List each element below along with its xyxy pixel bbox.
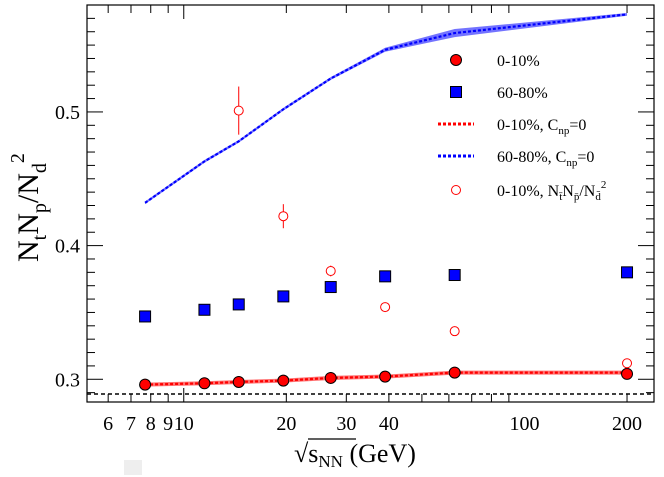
legend-label-0-10-cnp-a: 0-10%, C bbox=[497, 117, 558, 134]
legend-label-anti-a: 0-10%, N bbox=[497, 183, 560, 200]
y-tick-label: 0.5 bbox=[55, 102, 80, 124]
legend-label-anti-slash: /N bbox=[579, 183, 595, 200]
x-axis-unit: (GeV) bbox=[343, 439, 416, 468]
y-s3: d bbox=[29, 163, 51, 173]
x-axis-sub: NN bbox=[318, 452, 343, 471]
point-60-80 bbox=[277, 290, 290, 303]
point-antinuclei bbox=[278, 211, 289, 222]
point-antinuclei bbox=[449, 326, 460, 337]
point-antinuclei bbox=[622, 358, 633, 369]
legend-marker-antinuclei bbox=[451, 185, 461, 195]
point-60-80 bbox=[448, 269, 461, 282]
point-0-10 bbox=[448, 366, 461, 379]
y-slash: /N bbox=[12, 173, 45, 203]
point-0-10 bbox=[232, 375, 245, 388]
legend-label-0-10-cnp-sub: np bbox=[558, 125, 570, 137]
legend-label-anti-n2: N bbox=[562, 183, 574, 200]
y-tick-labels: 0.3 0.4 0.5 bbox=[55, 102, 80, 391]
y-n2: N bbox=[12, 213, 45, 235]
x-axis-main: s bbox=[308, 439, 318, 468]
legend-label-anti-s2: p̄ bbox=[574, 191, 580, 203]
y-axis-title: NtNp/Nd2 bbox=[7, 153, 51, 262]
band-line bbox=[144, 13, 628, 204]
y-sup: 2 bbox=[7, 153, 29, 163]
x-axis-title: √sNN (GeV) bbox=[294, 438, 416, 471]
point-0-10 bbox=[139, 378, 152, 391]
point-0-10 bbox=[324, 371, 337, 384]
point-60-80 bbox=[621, 266, 634, 279]
svg-text:0-10%: 0-10% bbox=[497, 53, 540, 70]
point-0-10 bbox=[198, 377, 211, 390]
legend-label-anti-s3: d̄ bbox=[595, 191, 601, 203]
sqrt-symbol: √ bbox=[294, 439, 309, 468]
legend-label-0-10-cnp-b: =0 bbox=[569, 117, 586, 134]
point-60-80 bbox=[232, 298, 245, 311]
point-60-80 bbox=[324, 281, 337, 294]
point-60-80 bbox=[198, 303, 211, 316]
point-60-80 bbox=[139, 310, 152, 323]
svg-text:60-80%, Cnp=0: 60-80%, Cnp=0 bbox=[497, 149, 594, 169]
x-tick-labels: 6 7 8 9 10 20 30 40 100 200 bbox=[103, 413, 642, 435]
plot-frame bbox=[86, 4, 655, 403]
svg-text:0-10%, Nt̄Np̄/Nd̄2: 0-10%, Nt̄Np̄/Nd̄2 bbox=[497, 179, 606, 203]
x-tick-label: 8 bbox=[146, 413, 156, 435]
y-tick-label: 0.3 bbox=[55, 369, 80, 391]
legend-label-anti-sup: 2 bbox=[601, 179, 607, 191]
legend-label-0-10: 0-10% bbox=[497, 53, 540, 70]
legend-marker-60-80 bbox=[450, 86, 462, 98]
band-fill bbox=[145, 370, 628, 387]
legend-label-60-80: 60-80% bbox=[497, 85, 548, 102]
legend-label-anti-s1: t̄ bbox=[559, 191, 563, 203]
x-tick-label: 20 bbox=[276, 413, 296, 435]
artifact-square bbox=[124, 460, 142, 475]
data-points bbox=[139, 86, 634, 391]
y-n1: N bbox=[12, 240, 45, 262]
x-tick-label: 6 bbox=[103, 413, 113, 435]
point-antinuclei bbox=[380, 302, 391, 313]
x-tick-label: 100 bbox=[509, 413, 539, 435]
svg-text:√sNN (GeV): √sNN (GeV) bbox=[294, 439, 416, 471]
svg-text:60-80%: 60-80% bbox=[497, 85, 548, 102]
point-0-10 bbox=[621, 367, 634, 380]
point-60-80 bbox=[379, 270, 392, 283]
y-tick-label: 0.4 bbox=[55, 236, 80, 258]
legend-label-60-80-cnp-a: 60-80%, C bbox=[497, 149, 566, 166]
legend-marker-0-10 bbox=[450, 54, 462, 66]
svg-text:0-10%, Cnp=0: 0-10%, Cnp=0 bbox=[497, 117, 586, 137]
x-tick-label: 40 bbox=[379, 413, 399, 435]
x-tick-label: 10 bbox=[174, 413, 194, 435]
svg-text:NtNp/Nd2: NtNp/Nd2 bbox=[7, 153, 51, 262]
y-s1: t bbox=[29, 234, 51, 240]
x-tick-label: 9 bbox=[163, 413, 173, 435]
legend: 0-10% 60-80% 0-10%, Cnp=0 60-80%, Cnp=0 … bbox=[438, 53, 606, 203]
x-tick-label: 30 bbox=[336, 413, 356, 435]
point-0-10 bbox=[379, 370, 392, 383]
legend-label-60-80-cnp-sub: np bbox=[566, 157, 578, 169]
x-tick-label: 7 bbox=[126, 413, 136, 435]
tick-marks bbox=[87, 4, 654, 402]
point-0-10 bbox=[277, 374, 290, 387]
point-antinuclei bbox=[325, 266, 336, 277]
band-fill bbox=[145, 13, 628, 205]
y-s2: p bbox=[29, 203, 51, 213]
x-tick-label: 200 bbox=[612, 413, 642, 435]
point-antinuclei bbox=[233, 105, 244, 116]
legend-label-60-80-cnp-b: =0 bbox=[577, 149, 594, 166]
